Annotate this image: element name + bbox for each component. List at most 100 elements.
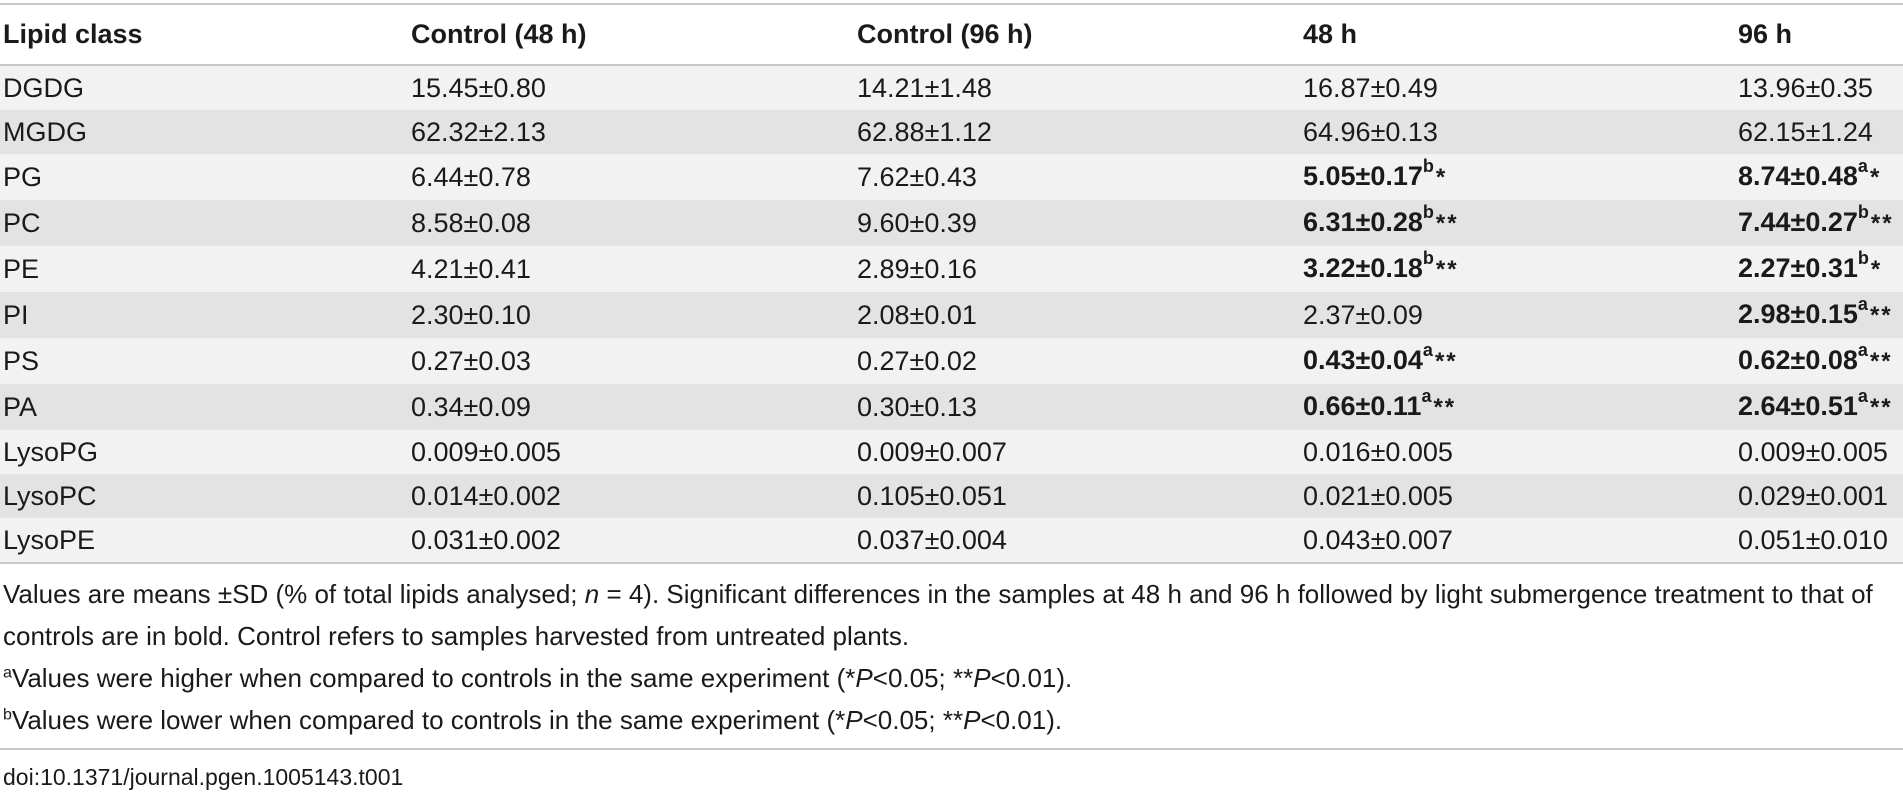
cell-value: 0.43±0.04 — [1303, 345, 1423, 375]
cell-value: 0.021±0.005 — [1303, 481, 1453, 511]
significance-stars: ** — [1870, 210, 1894, 237]
cell-value: 0.34±0.09 — [411, 392, 531, 422]
cell-96h: 13.96±0.35 — [1735, 65, 1903, 110]
cell-value: PC — [3, 208, 41, 238]
cell-control-48h: 0.34±0.09 — [408, 384, 854, 430]
cell-96h: 0.029±0.001 — [1735, 474, 1903, 518]
table-row: PG 6.44±0.78 7.62±0.43 5.05±0.17b* 8.74±0.48… — [0, 154, 1903, 200]
significance-stars: ** — [1869, 302, 1893, 329]
footnote-b: bValues were lower when compared to cont… — [3, 705, 1063, 735]
cell-control-48h: 8.58±0.08 — [408, 200, 854, 246]
cell-control-48h: 0.014±0.002 — [408, 474, 854, 518]
cell-lipid-class: LysoPC — [0, 474, 408, 518]
cell-value: PE — [3, 254, 40, 284]
table-header-row: Lipid class Control (48 h) Control (96 h… — [0, 4, 1903, 66]
significance-stars: ** — [1869, 348, 1893, 375]
cell-value: PS — [3, 346, 40, 376]
cell-control-48h: 0.27±0.03 — [408, 338, 854, 384]
significance-stars: ** — [1869, 394, 1893, 421]
cell-control-96h: 7.62±0.43 — [854, 154, 1300, 200]
cell-value: PI — [3, 300, 29, 330]
cell-value: 16.87±0.49 — [1303, 73, 1438, 103]
significance-stars: * — [1869, 164, 1882, 191]
cell-lipid-class: PI — [0, 292, 408, 338]
footnote-mark: a — [1421, 386, 1432, 406]
table-row: PE 4.21±0.41 2.89±0.16 3.22±0.18b** 2.27±0.3… — [0, 246, 1903, 292]
cell-value: 0.043±0.007 — [1303, 525, 1453, 555]
cell-96h: 2.64±0.51a** — [1735, 384, 1903, 430]
cell-control-96h: 14.21±1.48 — [854, 65, 1300, 110]
cell-48h: 0.043±0.007 — [1300, 518, 1735, 564]
cell-value: 6.44±0.78 — [411, 162, 531, 192]
cell-value: 0.009±0.005 — [1738, 437, 1888, 467]
table-body: DGDG 15.45±0.80 14.21±1.48 16.87±0.49 13.96±… — [0, 65, 1903, 564]
cell-lipid-class: MGDG — [0, 110, 408, 154]
cell-96h: 62.15±1.24 — [1735, 110, 1903, 154]
cell-value: 0.037±0.004 — [857, 525, 1007, 555]
cell-value: 64.96±0.13 — [1303, 117, 1438, 147]
table-row: PI 2.30±0.10 2.08±0.01 2.37±0.09 2.98±0.15a*… — [0, 292, 1903, 338]
footnote-mark: a — [1857, 340, 1868, 360]
cell-control-96h: 0.009±0.007 — [854, 430, 1300, 474]
cell-value: 2.37±0.09 — [1303, 300, 1423, 330]
cell-48h: 0.66±0.11a** — [1300, 384, 1735, 430]
cell-value: 0.27±0.02 — [857, 346, 977, 376]
cell-value: 0.30±0.13 — [857, 392, 977, 422]
cell-48h: 64.96±0.13 — [1300, 110, 1735, 154]
header-lipid-class: Lipid class — [0, 4, 408, 66]
footnote-mark: a — [1857, 294, 1868, 314]
cell-value: 2.08±0.01 — [857, 300, 977, 330]
cell-96h: 8.74±0.48a* — [1735, 154, 1903, 200]
cell-control-96h: 0.27±0.02 — [854, 338, 1300, 384]
cell-value: 6.31±0.28 — [1303, 207, 1423, 237]
cell-96h: 0.051±0.010 — [1735, 518, 1903, 564]
cell-value: PA — [3, 392, 38, 422]
cell-lipid-class: PA — [0, 384, 408, 430]
cell-value: 0.016±0.005 — [1303, 437, 1453, 467]
cell-lipid-class: DGDG — [0, 65, 408, 110]
cell-lipid-class: LysoPG — [0, 430, 408, 474]
cell-value: 3.22±0.18 — [1303, 253, 1423, 283]
cell-value: LysoPE — [3, 525, 96, 555]
cell-value: 4.21±0.41 — [411, 254, 531, 284]
lipid-composition-table: Lipid class Control (48 h) Control (96 h… — [0, 3, 1903, 564]
cell-48h: 6.31±0.28b** — [1300, 200, 1735, 246]
cell-control-48h: 4.21±0.41 — [408, 246, 854, 292]
doi-link[interactable]: doi:10.1371/journal.pgen.1005143.t001 — [3, 764, 404, 790]
significance-stars: ** — [1435, 210, 1459, 237]
header-48h: 48 h — [1300, 4, 1735, 66]
table-row: LysoPE 0.031±0.002 0.037±0.004 0.043±0.007 0… — [0, 518, 1903, 564]
cell-value: 7.44±0.27 — [1738, 207, 1858, 237]
table-row: LysoPG 0.009±0.005 0.009±0.007 0.016±0.005 0… — [0, 430, 1903, 474]
cell-control-48h: 2.30±0.10 — [408, 292, 854, 338]
note-main: Values are means ±SD (% of total lipids … — [3, 579, 1873, 651]
table-row: MGDG 62.32±2.13 62.88±1.12 64.96±0.13 62.15±… — [0, 110, 1903, 154]
cell-value: 15.45±0.80 — [411, 73, 546, 103]
cell-value: 0.009±0.007 — [857, 437, 1007, 467]
footer-divider — [0, 748, 1903, 750]
cell-control-96h: 0.105±0.051 — [854, 474, 1300, 518]
footnote-a: aValues were higher when compared to con… — [3, 663, 1073, 693]
cell-control-48h: 6.44±0.78 — [408, 154, 854, 200]
cell-48h: 0.021±0.005 — [1300, 474, 1735, 518]
cell-value: 8.58±0.08 — [411, 208, 531, 238]
footnote-mark: b — [1857, 248, 1869, 268]
footnote-mark: b — [1857, 202, 1869, 222]
footnote-mark: a — [1857, 156, 1868, 176]
cell-value: 62.32±2.13 — [411, 117, 546, 147]
significance-stars: * — [1435, 164, 1448, 191]
cell-value: 7.62±0.43 — [857, 162, 977, 192]
cell-lipid-class: LysoPE — [0, 518, 408, 564]
cell-value: 13.96±0.35 — [1738, 73, 1873, 103]
footnote-mark: b — [1422, 156, 1434, 176]
cell-48h: 5.05±0.17b* — [1300, 154, 1735, 200]
cell-value: LysoPG — [3, 437, 99, 467]
significance-stars: ** — [1434, 348, 1458, 375]
cell-lipid-class: PC — [0, 200, 408, 246]
cell-lipid-class: PG — [0, 154, 408, 200]
cell-control-48h: 0.031±0.002 — [408, 518, 854, 564]
table-row: PA 0.34±0.09 0.30±0.13 0.66±0.11a** 2.64±0.5… — [0, 384, 1903, 430]
table-row: PS 0.27±0.03 0.27±0.02 0.43±0.04a** 0.62±0.0… — [0, 338, 1903, 384]
cell-value: 0.105±0.051 — [857, 481, 1007, 511]
